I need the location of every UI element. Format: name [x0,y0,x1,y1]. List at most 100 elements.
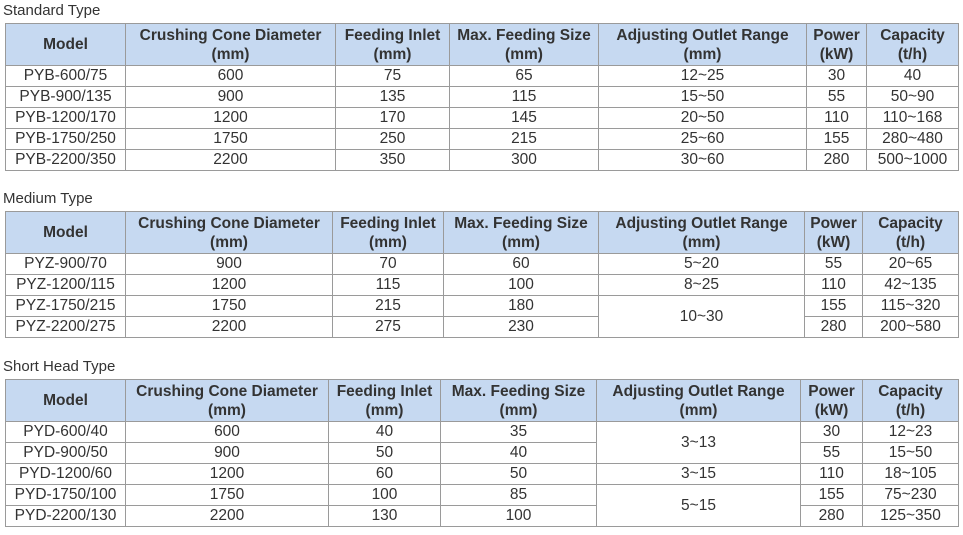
table-cell: 115 [332,274,444,296]
header-row: Model Crushing Cone Diameter (mm) Feeding … [5,379,959,422]
table-cell: 110~168 [866,107,959,129]
model-cell: PYD-900/50 [5,442,126,464]
column-header: Adjusting Outlet Range (mm) [598,23,807,66]
short-head-type-title: Short Head Type [3,358,116,375]
table-cell: 55 [800,442,863,464]
table-cell: 125~350 [862,505,959,527]
table-cell: 900 [125,253,333,275]
model-cell: PYD-1200/60 [5,463,126,485]
table-cell: 170 [335,107,450,129]
model-cell: PYZ-1750/215 [5,295,126,317]
table-cell: 20~65 [862,253,959,275]
model-cell: PYZ-900/70 [5,253,126,275]
table-cell: 250 [335,128,450,150]
column-header: Power (kW) [806,23,867,66]
table-cell: 70 [332,253,444,275]
table-cell: 200~580 [862,316,959,338]
table-cell: 30 [800,421,863,443]
table-cell: 280 [800,505,863,527]
medium-type-section: Medium Type Model Crushing Cone Diameter (… [3,190,959,338]
table-cell: 280~480 [866,128,959,150]
table-cell: 600 [125,421,329,443]
model-cell: PYB-1750/250 [5,128,126,150]
table-cell: 180 [443,295,599,317]
table-cell: 3~15 [596,463,801,485]
table-cell: 18~105 [862,463,959,485]
table-cell: 280 [804,316,863,338]
short-head-type-table: Model Crushing Cone Diameter (mm) Feeding … [5,379,959,527]
table-row: PYB-1750/250 1750 250 215 25~60 155 280~480 [5,128,959,150]
table-row: PYD-1750/100 1750 100 85 5~15 155 75~230 [5,484,959,527]
column-header: Model [5,23,126,66]
model-cell: PYD-2200/130 [5,505,126,527]
table-cell: 12~23 [862,421,959,443]
table-cell: 1750 [125,484,329,506]
table-cell: 40 [328,421,441,443]
table-cell: 155 [806,128,867,150]
table-cell: 100 [440,505,597,527]
table-cell: 50 [328,442,441,464]
table-cell: 15~50 [862,442,959,464]
table-cell: 30 [806,65,867,87]
table-cell: 300 [449,149,599,171]
table-cell: 30~60 [598,149,807,171]
table-cell: 1200 [125,107,336,129]
table-cell: 60 [328,463,441,485]
column-header: Max. Feeding Size (mm) [449,23,599,66]
column-header: Crushing Cone Diameter (mm) [125,211,333,254]
column-header: Crushing Cone Diameter (mm) [125,23,336,66]
standard-type-section: Standard Type Model Crushing Cone Diameter… [3,2,959,171]
table-cell: 3~13 [596,421,801,464]
column-header: Capacity (t/h) [862,211,959,254]
table-row: PYB-900/135 900 135 115 15~50 55 50~90 [5,86,959,108]
table-cell: 110 [804,274,863,296]
table-cell: 145 [449,107,599,129]
table-cell: 215 [332,295,444,317]
table-cell: 75~230 [862,484,959,506]
table-row: PYB-2200/350 2200 350 300 30~60 280 500~1000 [5,149,959,171]
table-cell: 55 [806,86,867,108]
table-cell: 135 [335,86,450,108]
model-cell: PYB-900/135 [5,86,126,108]
table-cell: 40 [866,65,959,87]
column-header: Capacity (t/h) [866,23,959,66]
table-cell: 10~30 [598,295,805,338]
table-cell: 42~135 [862,274,959,296]
table-cell: 5~20 [598,253,805,275]
table-cell: 130 [328,505,441,527]
table-row: PYB-1200/170 1200 170 145 20~50 110 110~168 [5,107,959,129]
table-row: PYB-600/75 600 75 65 12~25 30 40 [5,65,959,87]
table-row: PYZ-900/70 900 70 60 5~20 55 20~65 [5,253,959,275]
table-cell: 600 [125,65,336,87]
model-cell: PYD-600/40 [5,421,126,443]
table-row: PYD-900/50 900 50 40 55 15~50 [5,442,959,464]
column-header: Capacity (t/h) [862,379,959,422]
column-header: Power (kW) [800,379,863,422]
column-header: Max. Feeding Size (mm) [443,211,599,254]
column-header: Max. Feeding Size (mm) [440,379,597,422]
table-cell: 155 [800,484,863,506]
column-header: Power (kW) [804,211,863,254]
table-cell: 2200 [125,316,333,338]
standard-type-table: Model Crushing Cone Diameter (mm) Feeding … [5,23,959,171]
column-header: Feeding Inlet (mm) [335,23,450,66]
table-cell: 65 [449,65,599,87]
medium-type-table: Model Crushing Cone Diameter (mm) Feeding … [5,211,959,338]
table-cell: 50 [440,463,597,485]
table-cell: 275 [332,316,444,338]
table-cell: 155 [804,295,863,317]
table-cell: 1750 [125,128,336,150]
column-header: Adjusting Outlet Range (mm) [598,211,805,254]
table-row: PYZ-1750/215 1750 215 180 10~30 155 115~320 [5,295,959,338]
header-row: Model Crushing Cone Diameter (mm) Feeding … [5,211,959,254]
column-header: Adjusting Outlet Range (mm) [596,379,801,422]
column-header: Model [5,211,126,254]
table-cell: 55 [804,253,863,275]
table-cell: 110 [800,463,863,485]
table-cell: 230 [443,316,599,338]
table-cell: 500~1000 [866,149,959,171]
table-row: PYZ-1200/115 1200 115 100 8~25 110 42~135 [5,274,959,296]
table-cell: 280 [806,149,867,171]
table-cell: 5~15 [596,484,801,527]
table-row: PYD-1200/60 1200 60 50 3~15 110 18~105 [5,463,959,485]
